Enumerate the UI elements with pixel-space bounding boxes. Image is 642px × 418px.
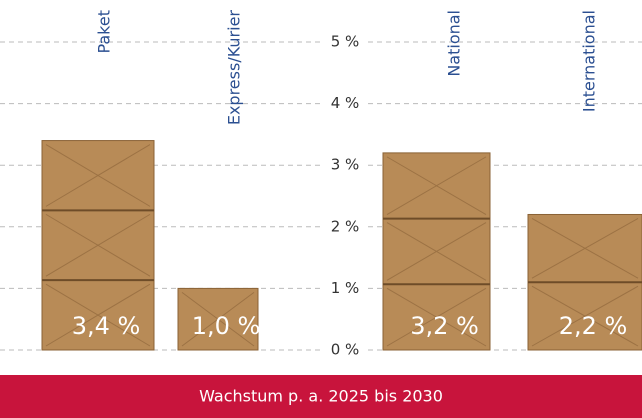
category-label: Paket bbox=[95, 10, 114, 54]
box-crease bbox=[181, 291, 255, 347]
box-crease bbox=[45, 213, 151, 277]
tick-bg bbox=[326, 278, 366, 299]
box-crease bbox=[531, 285, 639, 347]
box-crease bbox=[386, 222, 487, 281]
box-crease bbox=[45, 283, 151, 347]
category-label: Express/Kurier bbox=[225, 10, 244, 126]
value-label: 3,2 % bbox=[410, 312, 479, 340]
box-crease bbox=[531, 218, 639, 279]
y-tick-label: 1 % bbox=[331, 279, 360, 297]
y-tick-label: 5 % bbox=[331, 33, 360, 51]
plot: 0 % 1 % 2 % 3 % 4 % 5 % 3,4 % Paket 1,0 % Express… bbox=[0, 10, 642, 360]
y-tick-label: 4 % bbox=[331, 94, 360, 112]
box-crease bbox=[386, 287, 487, 347]
tick-bg bbox=[326, 32, 366, 52]
tick-bg bbox=[326, 155, 366, 176]
category-label: International bbox=[580, 10, 599, 112]
value-label: 2,2 % bbox=[559, 312, 628, 340]
tick-bg bbox=[326, 216, 366, 237]
chart-title: Wachstum p. a. 2025 bis 2030 bbox=[199, 387, 443, 406]
y-tick-label: 0 % bbox=[331, 341, 360, 359]
y-tick-label: 3 % bbox=[331, 156, 360, 174]
value-label: 1,0 % bbox=[192, 312, 261, 340]
box-crease bbox=[45, 144, 151, 207]
tick-bg bbox=[326, 340, 366, 360]
category-label: National bbox=[445, 10, 464, 77]
box-crease bbox=[386, 156, 487, 216]
y-tick-label: 2 % bbox=[331, 217, 360, 235]
footer-band bbox=[0, 375, 642, 418]
tick-bg bbox=[326, 93, 366, 114]
value-label: 3,4 % bbox=[72, 312, 141, 340]
